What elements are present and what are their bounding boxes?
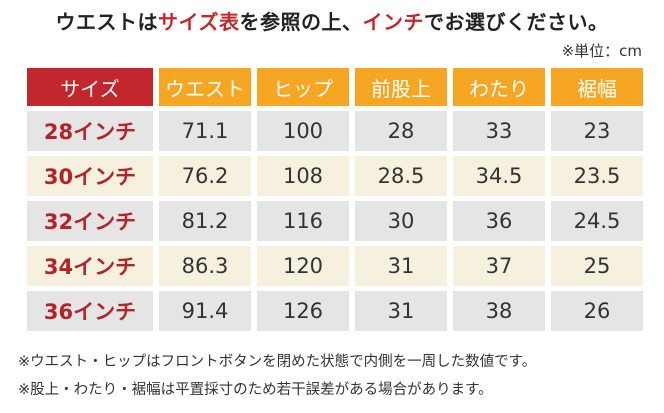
footnote: ※股上・わたり・裾幅は平置採寸のため若干誤差がある場合があります。	[18, 382, 493, 398]
table-cell: 33	[453, 111, 545, 151]
table-cell: 76.2	[159, 156, 251, 196]
table-cell: 36	[453, 201, 545, 241]
column-header: 裾幅	[551, 68, 643, 106]
title-part: ウエストは	[55, 10, 159, 34]
table-cell: 116	[257, 201, 349, 241]
table-cell: 71.1	[159, 111, 251, 151]
table-cell: 126	[257, 291, 349, 331]
table-cell: 31	[355, 246, 447, 286]
table-cell: 23.5	[551, 156, 643, 196]
row-label: 28インチ	[27, 111, 153, 151]
table-cell: 38	[453, 291, 545, 331]
table-cell: 91.4	[159, 291, 251, 331]
title-part: を参照の上、	[239, 10, 363, 34]
table-cell: 31	[355, 291, 447, 331]
column-header: わたり	[453, 68, 545, 106]
title-part: でお選びください。	[423, 10, 609, 34]
table-cell: 23	[551, 111, 643, 151]
column-header: サイズ	[27, 68, 153, 106]
table-cell: 26	[551, 291, 643, 331]
size-table: サイズ ウエスト ヒップ 前股上 わたり 裾幅 28インチ 71.1 100 28 33 23 30イン…	[27, 68, 643, 331]
table-cell: 34.5	[453, 156, 545, 196]
table-cell: 28.5	[355, 156, 447, 196]
table-cell: 25	[551, 246, 643, 286]
column-header: ヒップ	[257, 68, 349, 106]
row-label: 30インチ	[27, 156, 153, 196]
title-part: インチ	[362, 10, 424, 34]
title: ウエストはサイズ表を参照の上、インチでお選びください。	[0, 6, 664, 35]
table-cell: 30	[355, 201, 447, 241]
row-label: 32インチ	[27, 201, 153, 241]
table-cell: 24.5	[551, 201, 643, 241]
unit-note: ※単位：cm	[561, 42, 642, 60]
column-header: ウエスト	[159, 68, 251, 106]
table-cell: 28	[355, 111, 447, 151]
row-label: 36インチ	[27, 291, 153, 331]
row-label: 34インチ	[27, 246, 153, 286]
table-cell: 81.2	[159, 201, 251, 241]
column-header: 前股上	[355, 68, 447, 106]
table-cell: 86.3	[159, 246, 251, 286]
table-cell: 108	[257, 156, 349, 196]
table-cell: 100	[257, 111, 349, 151]
table-cell: 37	[453, 246, 545, 286]
footnote: ※ウエスト・ヒップはフロントボタンを閉めた状態で内側を一周した数値です。	[18, 354, 537, 370]
table-cell: 120	[257, 246, 349, 286]
title-part: サイズ表	[158, 10, 240, 34]
